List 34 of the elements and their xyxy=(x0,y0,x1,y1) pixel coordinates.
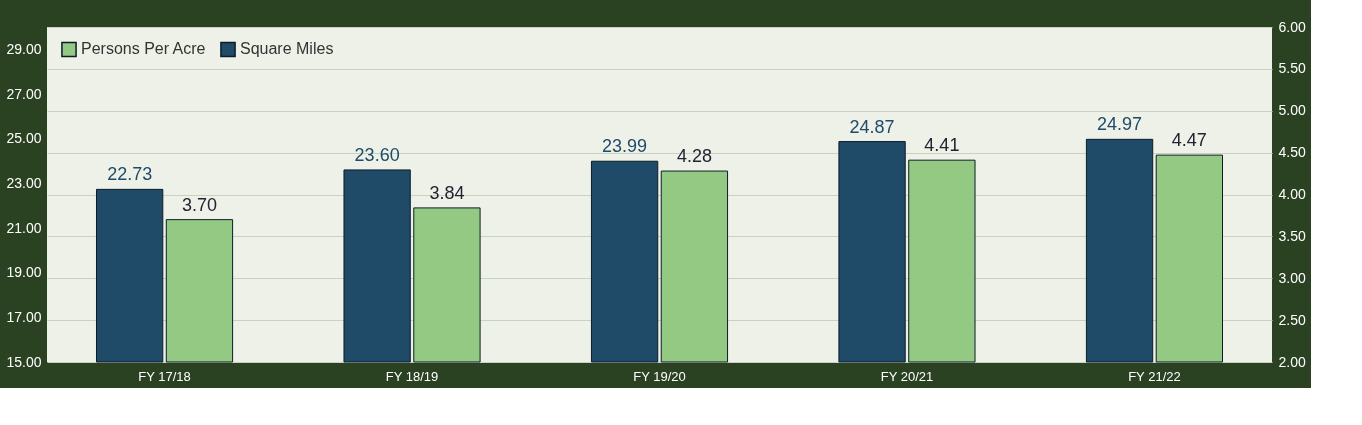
legend-label: Persons Per Acre xyxy=(81,40,206,58)
y-tick-label: 21.00 xyxy=(6,219,42,236)
y2-tick-label: 3.00 xyxy=(1278,269,1306,286)
x-tick-label: FY 19/20 xyxy=(633,368,686,384)
y2-tick-label: 2.00 xyxy=(1278,353,1306,370)
x-tick-label: FY 21/22 xyxy=(1128,368,1181,384)
y2-tick-label: 3.50 xyxy=(1278,227,1306,244)
x-tick-label: FY 17/18 xyxy=(138,368,191,384)
y2-tick-label: 4.00 xyxy=(1278,186,1306,202)
x-tick-label: FY 20/21 xyxy=(880,368,934,384)
data-label: 4.47 xyxy=(1171,130,1207,151)
data-label: 24.97 xyxy=(1097,114,1143,135)
y2-tick-label: 6.00 xyxy=(1278,18,1306,35)
y-tick-label: 19.00 xyxy=(6,264,42,281)
y-tick-label: 17.00 xyxy=(6,308,42,325)
y2-tick-label: 4.50 xyxy=(1278,144,1306,161)
y2-tick-label: 5.00 xyxy=(1278,102,1306,119)
legend-label: Square Miles xyxy=(240,40,334,58)
data-label: 4.28 xyxy=(676,146,712,167)
y-tick-label: 27.00 xyxy=(6,85,42,102)
x-tick-label: FY 18/19 xyxy=(385,368,439,384)
y-tick-label: 25.00 xyxy=(6,130,42,147)
data-label: 24.87 xyxy=(849,116,895,137)
data-label: 23.99 xyxy=(602,136,648,157)
data-label: 4.41 xyxy=(924,135,960,156)
y-tick-label: 29.00 xyxy=(6,40,42,57)
data-label: 3.84 xyxy=(429,182,465,203)
data-label: 22.73 xyxy=(107,164,153,185)
data-label: 3.70 xyxy=(181,194,217,215)
y-tick-label: 23.00 xyxy=(6,174,42,191)
data-label: 23.60 xyxy=(354,144,400,165)
y2-tick-label: 5.50 xyxy=(1278,60,1306,77)
y-tick-label: 15.00 xyxy=(6,353,42,370)
y2-tick-label: 2.50 xyxy=(1278,311,1306,328)
